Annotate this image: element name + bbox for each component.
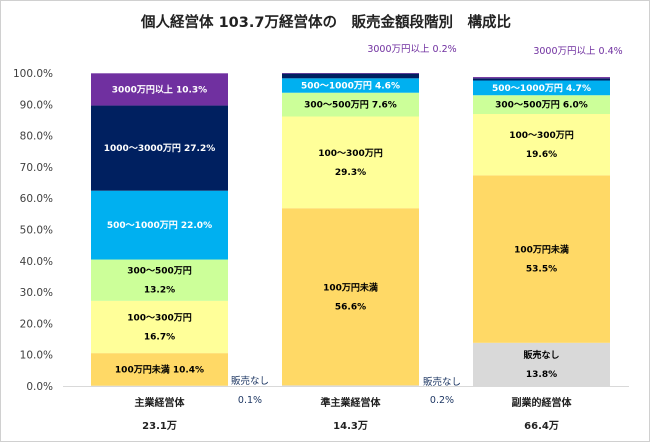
segment-label: 500～1000万円 4.6% xyxy=(301,81,400,92)
annotation-label: 0.1% xyxy=(238,395,262,406)
category-count: 66.4万 xyxy=(524,420,559,432)
bar-segment xyxy=(91,301,228,353)
segment-label: 100～300万円 xyxy=(127,312,192,323)
annotation-label: 3000万円以上 0.4% xyxy=(533,46,622,57)
segment-label: 300～500万円 7.6% xyxy=(304,100,397,111)
segment-label: 56.6% xyxy=(335,302,366,312)
segment-label: 100万円未満 10.4% xyxy=(115,363,204,375)
segment-label: 53.5% xyxy=(526,265,557,275)
segment-label: 100～300万円 xyxy=(318,148,383,159)
segment-label: 300～500万円 6.0% xyxy=(495,100,588,111)
segment-label: 300～500万円 xyxy=(127,266,192,277)
y-tick-label: 80.0% xyxy=(20,131,53,143)
y-tick-label: 90.0% xyxy=(20,99,53,111)
segment-label: 100万円未満 xyxy=(514,244,569,256)
segment-label: 13.8% xyxy=(526,370,557,380)
segment-label: 13.2% xyxy=(144,286,175,296)
segment-label: 3000万円以上 10.3% xyxy=(112,83,207,95)
annotation-label: 販売なし xyxy=(231,375,269,387)
category-count: 14.3万 xyxy=(333,420,368,432)
bar-segment xyxy=(473,175,610,342)
bar-segment xyxy=(473,114,610,175)
segment-label: 500～1000万円 4.7% xyxy=(492,83,591,94)
y-tick-label: 50.0% xyxy=(20,225,53,237)
y-tick-label: 100.0% xyxy=(13,68,53,80)
y-tick-label: 0.0% xyxy=(26,381,53,393)
segment-label: 100万円未満 xyxy=(323,281,378,293)
category-count: 23.1万 xyxy=(142,420,177,432)
annotation-label: 0.2% xyxy=(430,395,454,406)
bar-segment xyxy=(282,385,419,386)
segment-label: 19.6% xyxy=(526,150,557,160)
bar-segment xyxy=(282,73,419,74)
y-tick-label: 10.0% xyxy=(20,350,53,362)
segment-label: 29.3% xyxy=(335,168,366,178)
segment-label: 販売なし xyxy=(523,349,559,361)
category-label: 主業経営体 xyxy=(135,396,186,409)
y-tick-label: 60.0% xyxy=(20,193,53,205)
y-tick-label: 70.0% xyxy=(20,162,53,174)
annotation-label: 販売なし xyxy=(423,376,461,388)
segment-label: 1000～3000万円 27.2% xyxy=(104,143,215,154)
bar-segment xyxy=(473,77,610,78)
bar-segment xyxy=(473,78,610,80)
category-label: 副業的経営体 xyxy=(512,396,573,409)
y-tick-label: 30.0% xyxy=(20,287,53,299)
y-tick-label: 20.0% xyxy=(20,318,53,330)
segment-label: 500～1000万円 22.0% xyxy=(107,220,212,231)
annotation-label: 3000万円以上 0.2% xyxy=(367,44,456,55)
segment-label: 100～300万円 xyxy=(509,130,574,141)
bar-segment xyxy=(282,74,419,79)
bar-segment xyxy=(282,208,419,385)
bar-segment xyxy=(282,117,419,209)
chart-title: 個人経営体 103.7万経営体の 販売金額段階別 構成比 xyxy=(140,13,511,31)
category-labels: 主業経営体 23.1万 準主業経営体 14.3万 副業的経営体 66.4万 xyxy=(135,396,573,432)
segment-label: 16.7% xyxy=(144,332,175,342)
category-label: 準主業経営体 xyxy=(321,396,382,409)
y-tick-label: 40.0% xyxy=(20,256,53,268)
